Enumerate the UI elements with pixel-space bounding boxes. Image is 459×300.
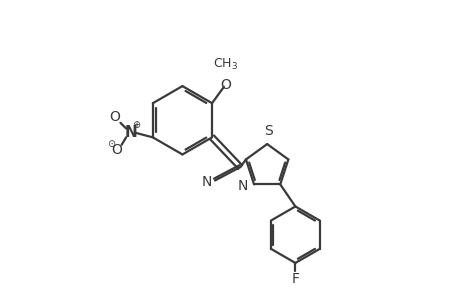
- Text: O: O: [219, 78, 230, 92]
- Text: N: N: [237, 179, 247, 193]
- Text: S: S: [263, 124, 273, 137]
- Text: N: N: [201, 175, 212, 189]
- Text: F: F: [291, 272, 299, 286]
- Text: O: O: [109, 110, 120, 124]
- Text: ⊙: ⊙: [106, 139, 115, 148]
- Text: N: N: [124, 125, 137, 140]
- Text: CH$_3$: CH$_3$: [213, 57, 238, 72]
- Text: O: O: [111, 143, 122, 157]
- Text: ⊕: ⊕: [132, 121, 140, 130]
